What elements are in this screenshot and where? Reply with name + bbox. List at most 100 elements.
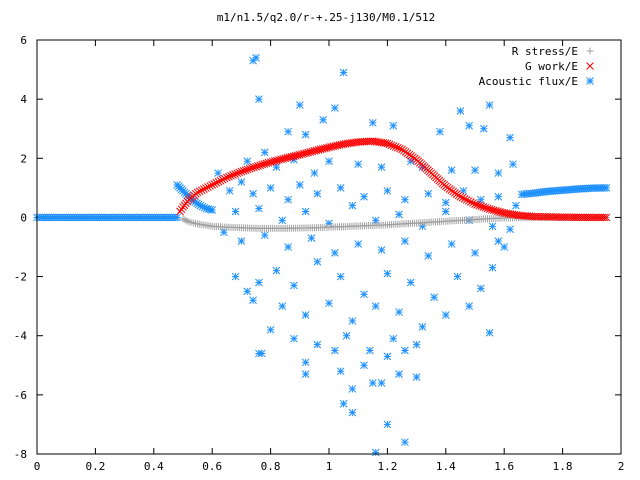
- data-point: [377, 246, 386, 254]
- data-point: [193, 188, 202, 197]
- data-point: [231, 170, 239, 178]
- data-point: [348, 201, 357, 210]
- x-tick-label: 2: [618, 460, 625, 473]
- data-point: [401, 346, 409, 355]
- data-point: [477, 202, 486, 211]
- data-point: [255, 95, 263, 103]
- data-point: [254, 162, 262, 170]
- data-point: [231, 207, 240, 216]
- data-point: [383, 269, 392, 278]
- data-point: [485, 328, 494, 337]
- x-tick-label: 0.8: [261, 460, 281, 473]
- data-point: [245, 164, 254, 173]
- legend-marker: [586, 62, 594, 70]
- data-point: [310, 169, 319, 177]
- data-point: [447, 240, 456, 248]
- data-point: [301, 358, 310, 367]
- legend-marker: [586, 47, 594, 55]
- data-point: [247, 164, 256, 172]
- data-point: [336, 367, 345, 376]
- data-point: [366, 346, 374, 355]
- x-tick-label: 1.8: [553, 460, 573, 473]
- data-point: [256, 161, 265, 170]
- data-point: [389, 121, 398, 130]
- data-point: [249, 189, 257, 198]
- data-point: [237, 237, 246, 245]
- data-point: [462, 196, 471, 204]
- data-point: [301, 370, 310, 379]
- data-point: [249, 296, 257, 305]
- data-point: [471, 200, 479, 208]
- data-point: [278, 216, 287, 225]
- data-point: [485, 101, 494, 109]
- data-point: [401, 195, 409, 204]
- data-point: [412, 373, 421, 381]
- data-point: [471, 166, 479, 174]
- data-point: [258, 160, 267, 169]
- data-point: [385, 140, 394, 149]
- data-point: [509, 160, 517, 169]
- x-tick-label: 0.2: [85, 460, 105, 473]
- data-point: [383, 352, 392, 361]
- data-point: [200, 185, 208, 193]
- data-point: [313, 340, 322, 349]
- data-point: [512, 201, 520, 210]
- data-point: [456, 107, 465, 115]
- data-point: [301, 130, 310, 139]
- data-point: [243, 287, 252, 296]
- data-point: [483, 204, 492, 213]
- data-point: [243, 157, 252, 166]
- y-tick-label: 0: [20, 211, 27, 224]
- data-point: [348, 317, 357, 325]
- data-point: [436, 127, 444, 136]
- data-point: [476, 284, 485, 293]
- data-point: [506, 225, 514, 234]
- data-point: [260, 160, 269, 168]
- plot-area: [33, 53, 611, 457]
- data-point: [371, 448, 380, 457]
- x-tick-label: 1.4: [436, 460, 456, 473]
- data-point: [330, 104, 339, 112]
- axis-ticks: 0 0.2 0.4 0.6 0.8 1 1.2 1.4 1.6 1.8 2 6 4 2 0 -2 -4 -6 -8: [14, 34, 625, 473]
- data-point: [466, 198, 475, 206]
- data-point: [377, 379, 386, 387]
- legend-marker: [586, 77, 594, 85]
- data-point: [387, 141, 396, 150]
- data-point: [473, 200, 481, 209]
- data-point: [395, 308, 403, 316]
- chart-title: m1/n1.5/q2.0/r-+.25-j130/M0.1/512: [217, 11, 436, 24]
- data-point: [220, 174, 229, 183]
- data-point: [225, 186, 234, 195]
- data-point: [396, 144, 404, 153]
- data-point: [250, 163, 258, 172]
- y-tick-label: 6: [20, 34, 27, 47]
- data-point: [290, 281, 298, 290]
- data-point: [360, 192, 368, 201]
- data-point: [313, 257, 322, 266]
- plot-frame: [36, 39, 622, 455]
- data-point: [307, 234, 316, 242]
- data-point: [360, 361, 368, 370]
- data-point: [206, 182, 214, 190]
- data-point: [342, 331, 351, 340]
- data-point: [453, 272, 462, 281]
- data-point: [418, 322, 427, 331]
- data-point: [360, 290, 368, 299]
- x-tick-label: 0.6: [202, 460, 222, 473]
- data-point: [225, 172, 233, 181]
- data-point: [222, 173, 231, 182]
- data-point: [229, 171, 237, 179]
- data-point: [412, 340, 421, 349]
- x-tick-label: 1.2: [377, 460, 397, 473]
- data-point: [266, 184, 275, 192]
- data-point: [177, 205, 186, 214]
- data-point: [395, 370, 403, 379]
- data-point: [227, 171, 235, 180]
- data-point: [220, 228, 228, 237]
- data-point: [456, 192, 465, 201]
- data-point: [395, 210, 403, 219]
- data-point: [262, 159, 271, 168]
- data-point: [218, 175, 227, 184]
- data-point: [202, 184, 210, 192]
